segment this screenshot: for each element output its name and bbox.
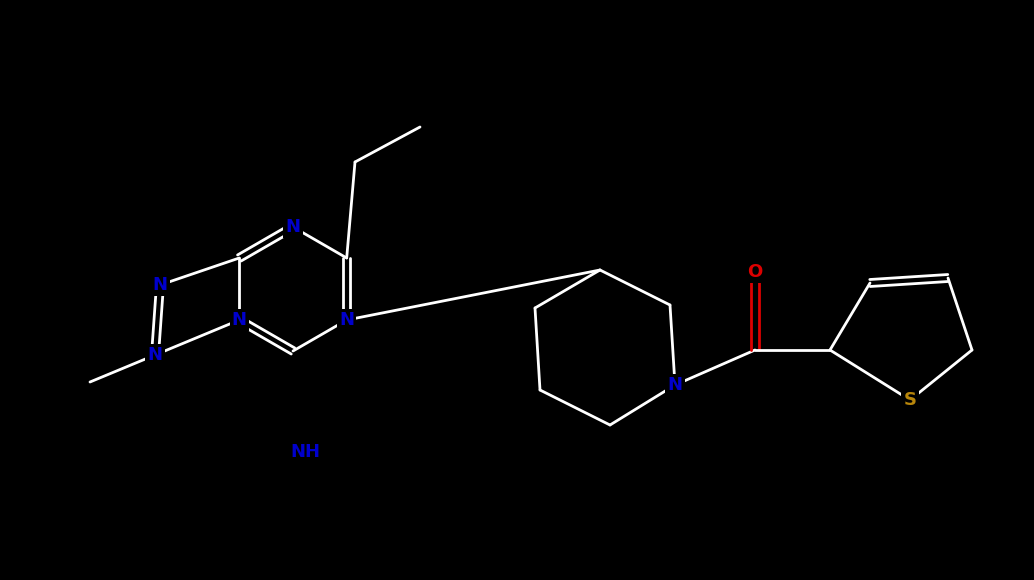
Text: N: N [668, 376, 682, 394]
Text: N: N [232, 311, 247, 329]
Text: N: N [148, 346, 162, 364]
Text: NH: NH [290, 443, 320, 461]
Text: N: N [339, 311, 355, 329]
Text: N: N [152, 276, 168, 294]
Text: S: S [904, 391, 916, 409]
Text: N: N [285, 218, 301, 236]
Text: O: O [748, 263, 763, 281]
